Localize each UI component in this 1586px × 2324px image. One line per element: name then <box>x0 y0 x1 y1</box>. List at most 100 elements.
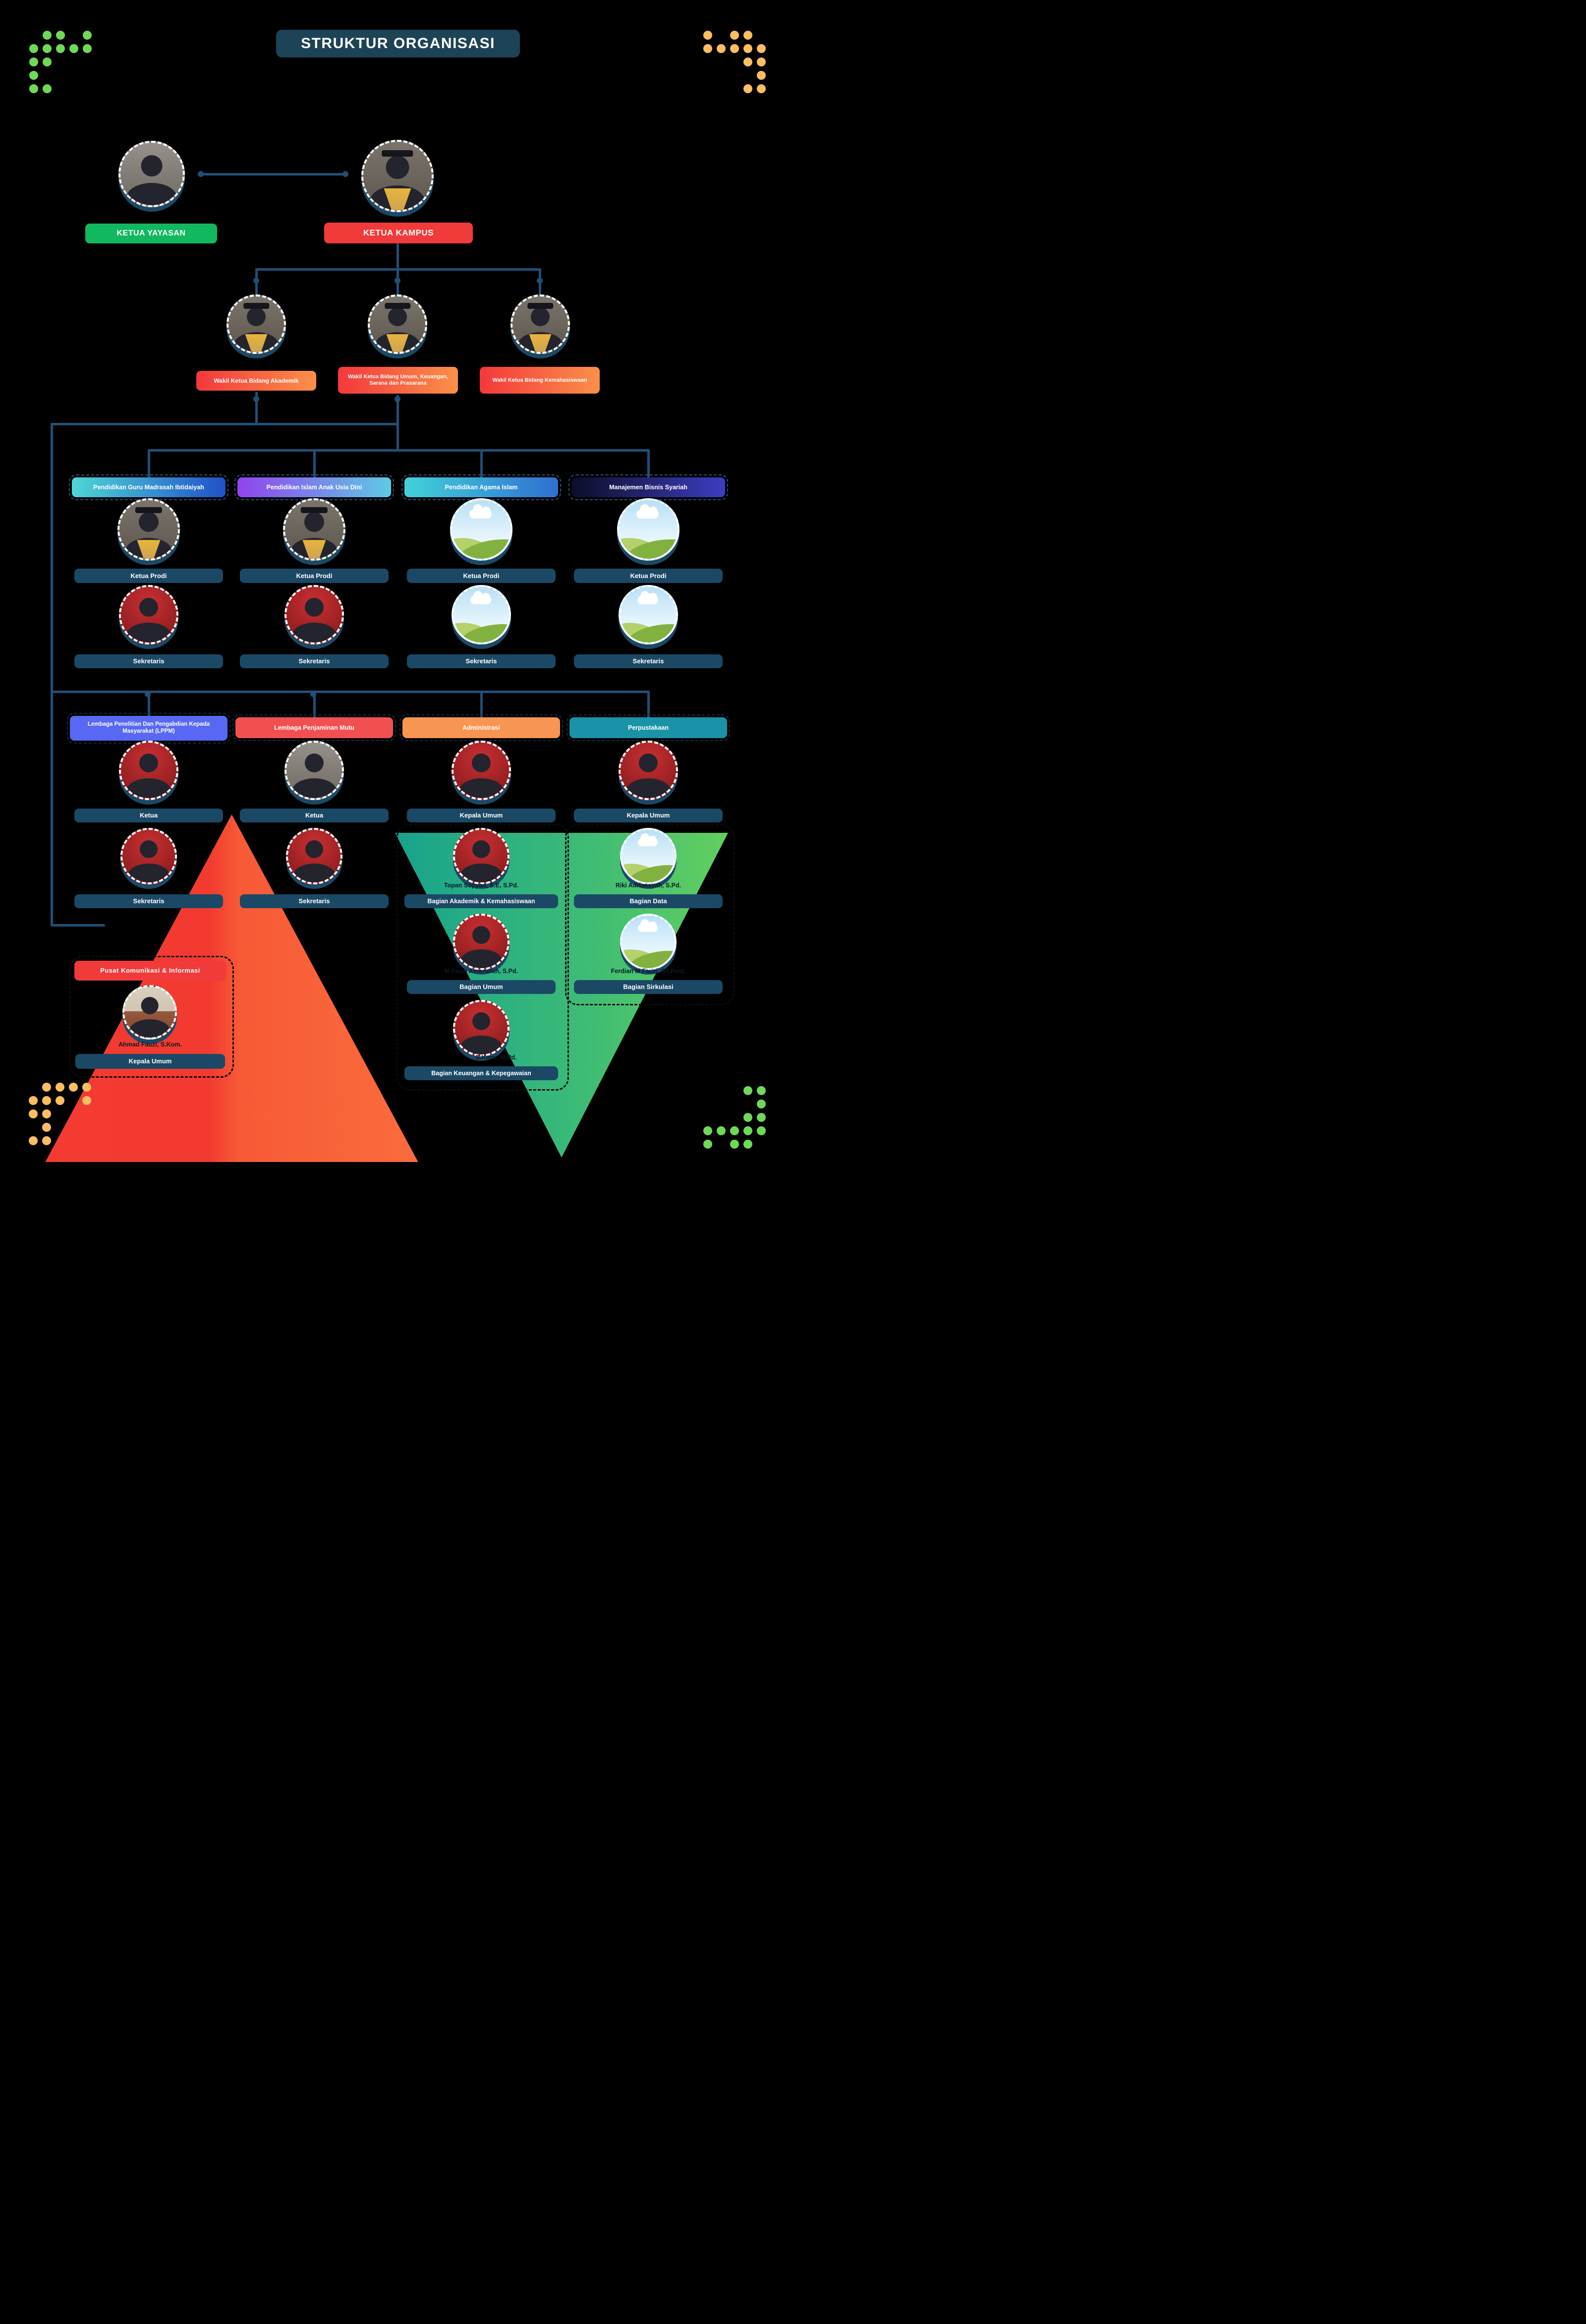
person-silhouette <box>121 587 176 642</box>
role-ketua-prodi-mbs: Ketua Prodi <box>574 569 723 583</box>
role-bagian-keuangan: Bagian Keuangan & Kepegawaian <box>404 1066 558 1080</box>
cloud-icon <box>469 504 492 519</box>
dot <box>743 1113 752 1122</box>
photo-ketua-lppm <box>119 741 178 805</box>
photo-wakil-akademik <box>227 294 286 358</box>
dot <box>42 1109 51 1118</box>
connector-dot <box>310 691 316 697</box>
dot <box>82 1083 91 1092</box>
node-lppm: Lembaga Penelitian Dan Pengabdian Kepada… <box>67 713 230 744</box>
photo-ketua-penjaminan <box>284 741 344 805</box>
dot <box>56 44 65 53</box>
dot <box>757 84 766 93</box>
node-ketua-yayasan: KETUA YAYASAN <box>85 224 217 243</box>
dot <box>29 44 38 53</box>
dot <box>757 1086 766 1095</box>
role-bagian-sirkulasi: Bagian Sirkulasi <box>574 980 723 994</box>
person-silhouette <box>455 1002 508 1054</box>
dot <box>69 44 78 53</box>
role-sekretaris-pai: Sekretaris <box>407 654 556 668</box>
photo-sekretaris-mbs-placeholder <box>619 585 678 649</box>
role-sekretaris-piaud: Sekretaris <box>240 654 389 668</box>
dot <box>56 1096 64 1105</box>
person-silhouette <box>621 743 676 798</box>
dot <box>757 44 766 53</box>
dot <box>83 44 92 53</box>
node-wakil-kemahasiswaan: Wakil Ketua Bidang Kemahasiswaan <box>480 367 600 394</box>
dots-top-right <box>703 31 775 103</box>
dot <box>56 1083 64 1092</box>
photo-ketua-prodi-mbs-placeholder <box>617 498 680 565</box>
person-silhouette <box>124 987 175 1038</box>
photo-ketua-prodi-pgmi <box>117 498 180 565</box>
cloud-icon <box>637 833 658 846</box>
connector-line <box>148 449 649 452</box>
dot <box>730 1140 739 1149</box>
photo-sekretaris-penjaminan <box>286 828 342 889</box>
person-silhouette <box>121 743 176 798</box>
dot <box>43 31 52 40</box>
role-ketua-prodi-pai: Ketua Prodi <box>407 569 556 583</box>
node-administrasi: Administrasi <box>399 714 563 741</box>
node-penjaminan-mutu: Lembaga Penjaminan Mutu <box>232 714 396 741</box>
academic-cap-icon <box>135 507 163 513</box>
photo-ketua-yayasan <box>118 141 185 212</box>
photo-ketua-prodi-piaud <box>283 498 345 565</box>
connector-line <box>255 392 258 425</box>
node-wakil-akademik: Wakil Ketua Bidang Akademik <box>196 371 316 391</box>
dot <box>29 58 38 66</box>
person-silhouette <box>455 916 508 968</box>
photo-bagian-keuangan <box>453 1000 510 1061</box>
person-silhouette <box>122 830 175 882</box>
role-sekretaris-lppm: Sekretaris <box>74 894 223 908</box>
role-sekretaris-mbs: Sekretaris <box>574 654 723 668</box>
photo-kepala-perpustakaan <box>619 741 678 805</box>
connector-line <box>51 423 53 927</box>
photo-kepala-administrasi <box>452 741 511 805</box>
node-prodi-pai: Pendidikan Agama Islam <box>401 474 561 500</box>
dot <box>703 31 712 40</box>
connector-dot <box>253 396 259 402</box>
connector-line <box>148 449 150 478</box>
dot <box>703 44 712 53</box>
cloud-icon <box>637 919 658 932</box>
node-ketua-kampus: KETUA KAMPUS <box>324 223 473 243</box>
photo-riki-adriansyah-placeholder <box>620 828 677 889</box>
dot <box>43 58 52 66</box>
dot <box>730 31 739 40</box>
dot <box>743 84 752 93</box>
dots-bottom-right <box>703 1086 775 1158</box>
role-ketua-prodi-piaud: Ketua Prodi <box>240 569 389 583</box>
academic-cap-icon <box>382 150 413 157</box>
connector-line <box>51 924 105 927</box>
dot <box>82 1096 91 1105</box>
dot <box>757 58 766 66</box>
dot <box>743 1086 752 1095</box>
pusat-komunikasi-group-frame <box>69 956 234 1078</box>
person-silhouette <box>286 743 342 798</box>
person-name: Ferdian M Fauzi, S.I.Pust. <box>611 968 686 975</box>
dot <box>743 31 752 40</box>
dot <box>757 1126 766 1135</box>
dot <box>69 1083 78 1092</box>
dot <box>42 1083 51 1092</box>
dot <box>757 71 766 80</box>
dot <box>29 1096 38 1105</box>
dot <box>703 1126 712 1135</box>
role-bagian-umum: Bagian Umum <box>407 980 556 994</box>
connector-dot <box>537 278 543 284</box>
photo-wakil-umum <box>368 294 427 358</box>
person-silhouette <box>453 743 509 798</box>
cloud-icon <box>637 590 659 604</box>
photo-sekretaris-lppm <box>120 828 177 889</box>
connector-line <box>51 691 649 693</box>
dot <box>29 84 38 93</box>
person-silhouette <box>120 143 183 205</box>
connector-line <box>647 691 650 718</box>
connector-line <box>480 449 483 478</box>
photo-wakil-kemahasiswaan <box>510 294 570 358</box>
connector-line <box>396 395 399 425</box>
dot <box>743 1140 752 1149</box>
org-chart: STRUKTUR ORGANISASI KETUA YAYASAN KETUA … <box>0 0 793 1162</box>
connector-line <box>313 691 316 718</box>
